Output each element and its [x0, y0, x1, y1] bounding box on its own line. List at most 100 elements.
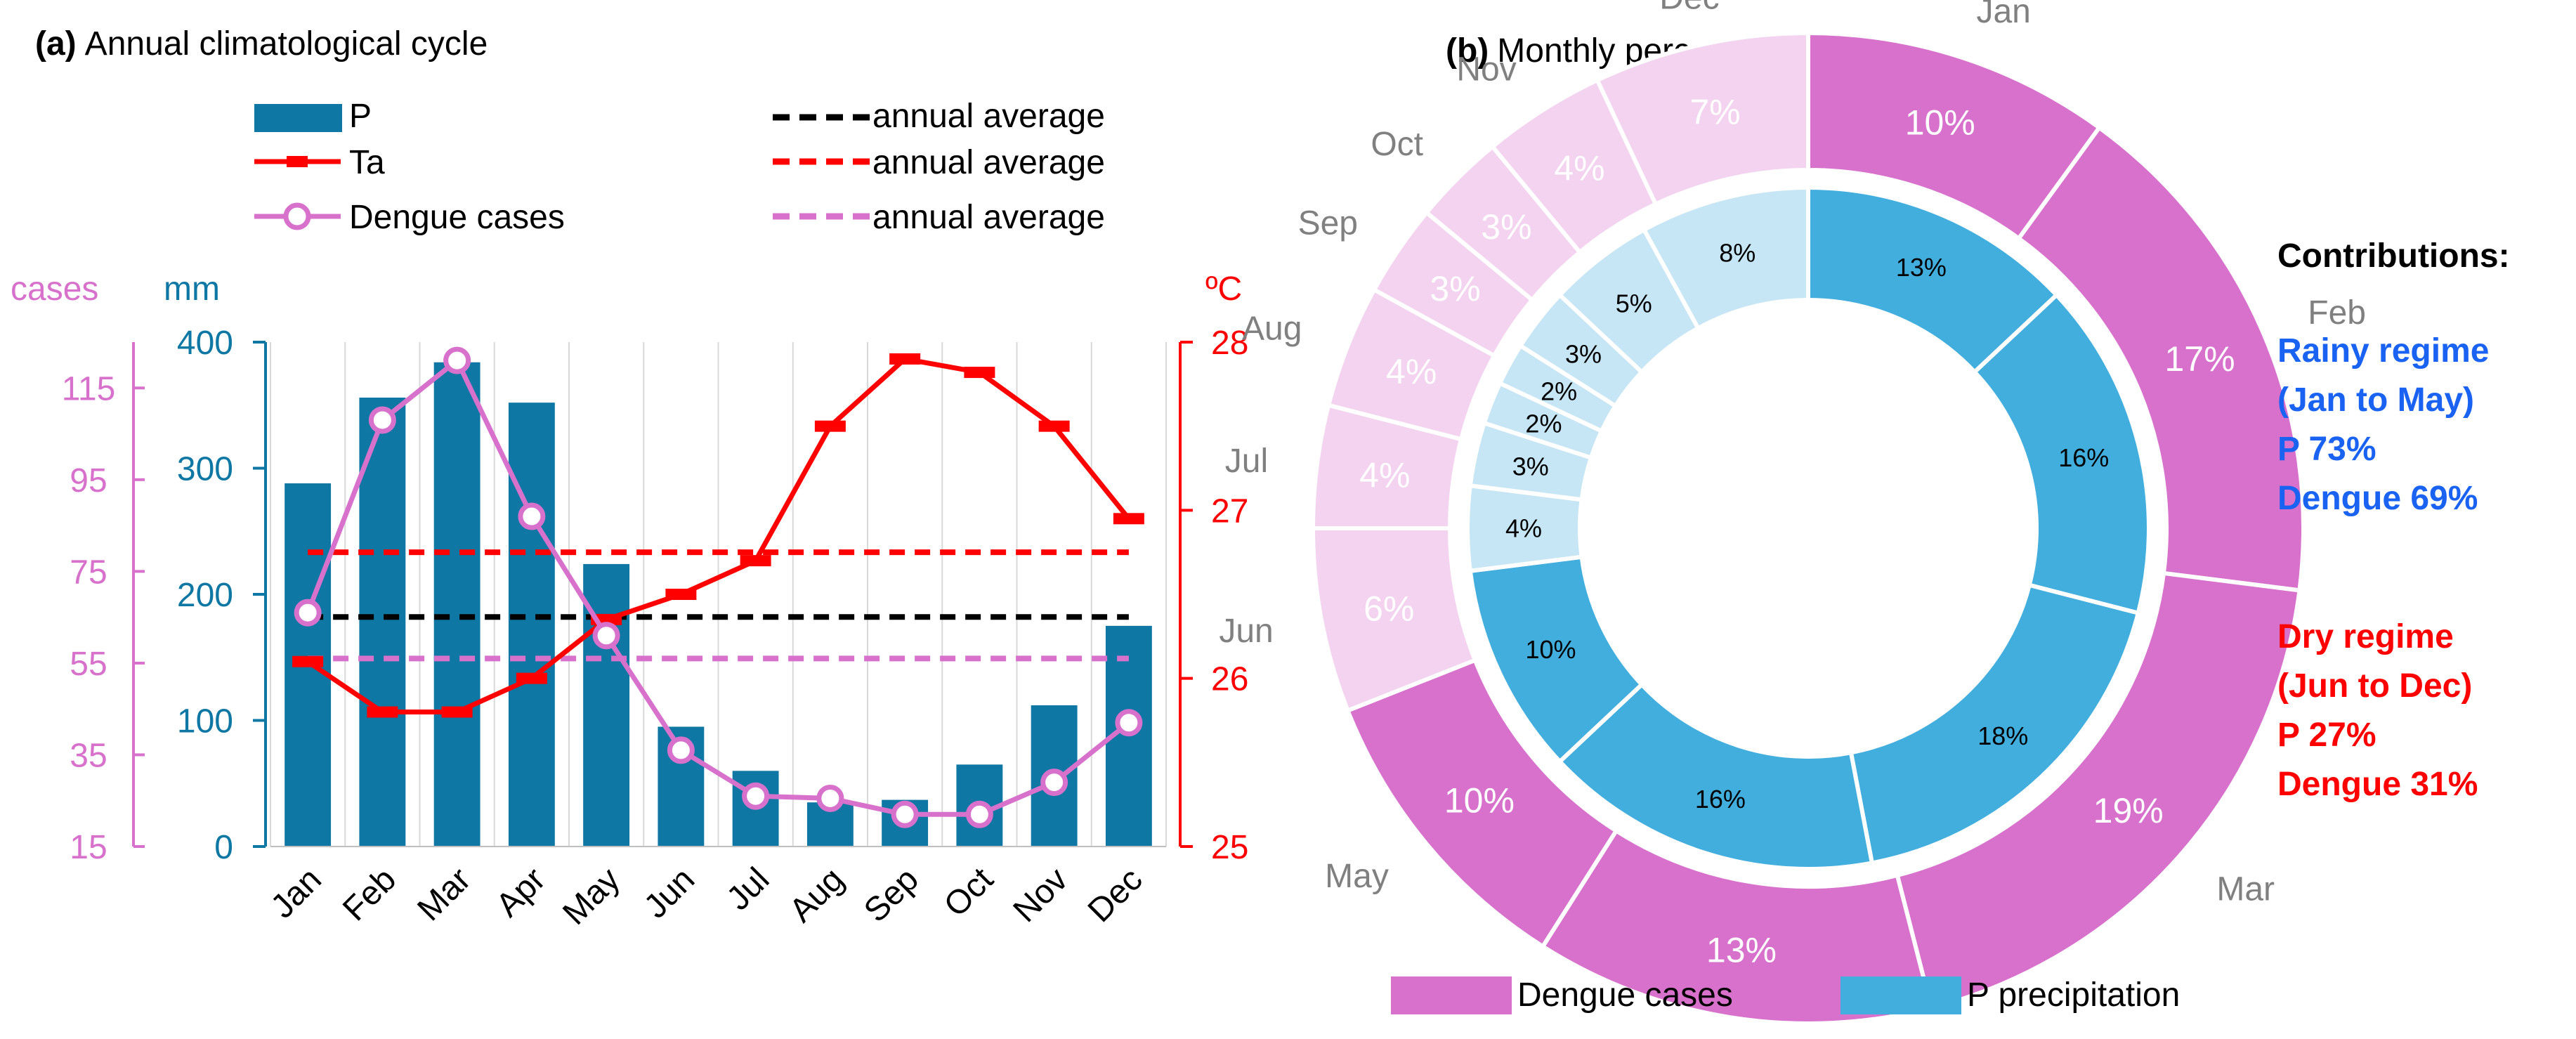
x-tick-label-dec: Dec — [1081, 861, 1150, 929]
month-label-nov: Nov — [1456, 51, 1516, 89]
cases-tick-label: 55 — [70, 646, 107, 683]
panel-a-title: (a) Annual climatological cycle — [35, 25, 488, 63]
cases-tick-label: 75 — [70, 554, 107, 591]
rainy-regime-line-1: Rainy regime — [2277, 332, 2489, 370]
legend-ta-avg-label: annual average — [872, 144, 1105, 181]
panel-a-label: (a) — [35, 25, 77, 63]
month-label-mar: Mar — [2216, 871, 2275, 908]
legend-p-avg-label: annual average — [872, 98, 1105, 135]
precip-label-dec: 8% — [1719, 238, 1756, 267]
precip-slice-dec — [1641, 185, 1810, 332]
precip-slice-apr — [1557, 681, 1875, 871]
dengue-label-jul: 4% — [1359, 455, 1410, 495]
precip-label-nov: 5% — [1616, 289, 1652, 318]
temp-point-oct — [964, 367, 995, 379]
dengue-series — [294, 346, 1143, 828]
temp-point-dec — [1113, 513, 1144, 525]
temp-point-aug — [814, 420, 846, 432]
cases-tick-label: 115 — [62, 370, 116, 407]
dengue-label-jan: 10% — [1905, 103, 1975, 143]
bar-precip-mar — [433, 362, 480, 847]
dengue-label-feb: 17% — [2164, 339, 2235, 379]
temp-point-feb — [367, 706, 398, 718]
panel-b-label: (b) — [1446, 32, 1489, 70]
precip-label-may: 10% — [1526, 635, 1576, 664]
bar-precip-apr — [508, 403, 555, 847]
temp-point-jun — [665, 589, 697, 600]
month-label-feb: Feb — [2308, 294, 2366, 332]
panel-b-legend: Dengue cases P precipitation — [1391, 976, 2180, 1014]
precip-label-oct: 3% — [1565, 339, 1602, 368]
x-tick-label-oct: Oct — [937, 861, 1000, 924]
legend-ta-label: Ta — [349, 144, 385, 181]
bar-precip-feb — [359, 397, 406, 847]
cases-axis-unit: cases — [11, 270, 98, 308]
precip-inner-ring: 13% 16% 18% 16% 10% 4% 3% 2% 2% 3% 5% 8% — [1465, 185, 2151, 871]
annual-average-lines — [308, 549, 1129, 662]
dengue-label-sep: 3% — [1430, 269, 1480, 308]
panel-b-donut-chart: (b) Monthly percentages 10%17%19%13%10%6%… — [1219, 0, 2510, 1026]
celsius-axis-unit: ºC — [1205, 270, 1242, 308]
dengue-label-jun: 6% — [1364, 589, 1414, 628]
dengue-point-jun — [667, 736, 695, 764]
mm-axis-unit: mm — [164, 270, 220, 308]
precip-label-jul: 3% — [1512, 452, 1549, 481]
dengue-slice-feb — [2015, 124, 2306, 593]
precip-label-feb: 16% — [2058, 443, 2109, 472]
dengue-point-dec — [1115, 709, 1143, 737]
x-tick-label-jul: Jul — [720, 861, 777, 917]
precip-label-mar: 18% — [1977, 721, 2028, 750]
x-tick-label-apr: Apr — [489, 861, 552, 924]
precip-label-jan: 13% — [1896, 253, 1947, 282]
x-tick-label-sep: Sep — [857, 861, 926, 929]
precip-slice-feb — [1971, 292, 2151, 616]
dengue-point-feb — [368, 406, 396, 434]
temp-point-jul — [740, 555, 771, 567]
dengue-point-sep — [891, 800, 919, 828]
celsius-tick-label: 28 — [1211, 325, 1248, 362]
dengue-point-oct — [965, 800, 993, 828]
contributions-heading: Contributions: — [2277, 237, 2510, 275]
x-tick-label-nov: Nov — [1007, 861, 1075, 929]
legend-precip-label: P precipitation — [1967, 976, 2180, 1014]
x-tick-label-jan: Jan — [264, 861, 329, 925]
precip-label-jun: 4% — [1505, 514, 1542, 543]
dengue-point-nov — [1040, 769, 1068, 797]
mm-tick-label: 300 — [177, 451, 233, 488]
dengue-label-oct: 3% — [1481, 207, 1531, 247]
month-label-aug: Aug — [1242, 311, 1302, 348]
legend-ta-marker — [287, 156, 308, 167]
dengue-point-apr — [518, 502, 546, 530]
temperature-series — [292, 353, 1144, 718]
celsius-tick-label: 27 — [1211, 492, 1248, 530]
precip-label-aug: 2% — [1525, 410, 1562, 438]
legend-dengue-avg-label: annual average — [872, 199, 1105, 236]
legend-dengue-swatch — [1391, 976, 1512, 1014]
dengue-point-may — [592, 622, 620, 650]
legend-dengue-marker — [283, 202, 311, 230]
temp-point-mar — [441, 706, 473, 718]
dengue-point-jan — [294, 599, 322, 627]
cases-tick-label: 15 — [70, 829, 107, 866]
dry-regime-line-1: Dry regime — [2277, 618, 2454, 655]
rainy-regime-dengue: Dengue 69% — [2277, 480, 2478, 517]
cases-tick-label: 95 — [70, 462, 107, 499]
panel-a-line-bar-chart: (a) Annual climatological cycle P Ta Deng… — [11, 25, 1248, 932]
rainy-regime-precip: P 73% — [2277, 431, 2376, 468]
precip-label-sep: 2% — [1541, 377, 1577, 405]
dengue-label-apr: 13% — [1706, 931, 1777, 970]
month-label-jun: Jun — [1219, 613, 1273, 650]
panel-a-gridlines — [270, 342, 1167, 847]
cases-tick-label: 35 — [70, 737, 107, 774]
celsius-tick-label: 25 — [1211, 829, 1248, 866]
month-label-dec: Dec — [1659, 0, 1719, 17]
dengue-point-jul — [742, 782, 770, 810]
dengue-point-mar — [443, 346, 471, 374]
x-tick-label-aug: Aug — [783, 861, 851, 929]
legend-p-swatch — [254, 104, 342, 132]
dry-regime-line-2: (Jun to Dec) — [2277, 667, 2472, 705]
month-label-oct: Oct — [1371, 126, 1423, 163]
dengue-label-aug: 4% — [1386, 352, 1437, 391]
